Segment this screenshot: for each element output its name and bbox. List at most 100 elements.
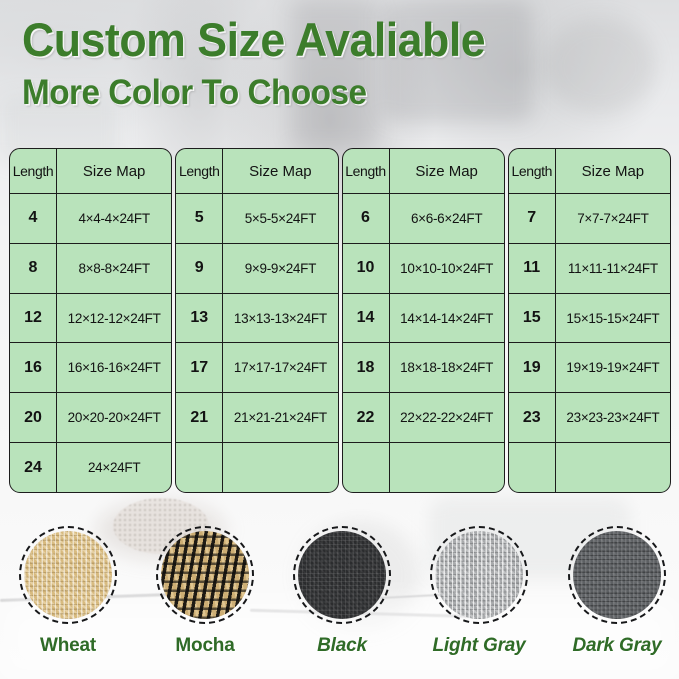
cell-size-map: 17×17-17×24FT (233, 360, 327, 376)
cell-length (176, 443, 224, 492)
background-blur-shape (545, 18, 655, 114)
table-row: 18 18×18-18×24FT (342, 343, 504, 394)
cell-length: 13 (176, 293, 224, 343)
background-perforated-disc (113, 498, 209, 554)
table-header-row: Length Size Map (508, 149, 670, 194)
cell-length: 18 (343, 343, 390, 393)
cell-size-map: 21×21-21×24FT (233, 410, 327, 426)
cell-size-map: 20×20-20×24FT (67, 410, 161, 426)
cell-length: 24 (10, 443, 57, 492)
table-row: 11 11×11-11×24FT (508, 243, 670, 294)
cell-length: 14 (343, 293, 390, 343)
swatch-disc (293, 526, 391, 624)
cell-size-map (556, 443, 670, 492)
dashed-ring-icon (430, 526, 528, 624)
table-header-row: Length Size Map (176, 149, 338, 194)
color-swatch[interactable]: Wheat (0, 520, 136, 657)
cell-size-map: 4×4-4×24FT (78, 210, 150, 226)
swatch-label: Wheat (39, 635, 96, 656)
table-row: 20 20×20-20×24FT (10, 393, 172, 444)
page-subtitle: More Color To Choose (22, 73, 367, 112)
dashed-ring-icon (156, 526, 254, 624)
cell-length: 20 (10, 393, 57, 443)
size-table: Length Size Map 4 4×4-4×24FT 8 8×8-8×24FT 12 12… (9, 148, 173, 493)
swatch-disc (19, 526, 117, 624)
table-row-empty (176, 443, 337, 492)
table-row: 7 7×7-7×24FT (508, 194, 670, 244)
cell-length (509, 443, 556, 492)
background-blur-shape (382, 0, 532, 122)
cell-size-map: 23×23-23×24FT (566, 410, 660, 426)
cell-size-map: 15×15-15×24FT (566, 310, 660, 326)
cell-length: 4 (10, 194, 57, 243)
swatch-label: Light Gray (432, 635, 526, 656)
table-row: 6 6×6-6×24FT (342, 194, 504, 244)
cell-size-map (223, 443, 337, 492)
table-row: 19 19×19-19×24FT (508, 343, 670, 394)
cell-size-map: 13×13-13×24FT (233, 310, 327, 326)
background-blur-shape (292, 0, 378, 148)
dashed-ring-icon (568, 526, 666, 624)
cell-length: 10 (343, 243, 390, 293)
color-swatches: Wheat Mocha Black Light Gray Dark Gray (0, 520, 679, 679)
table-row-empty (343, 443, 504, 492)
color-swatch[interactable]: Mocha (137, 520, 273, 657)
table-row: 23 23×23-23×24FT (508, 393, 670, 444)
color-swatch[interactable]: Black (274, 520, 410, 657)
table-row: 13 13×13-13×24FT (176, 293, 338, 344)
cell-length: 23 (509, 393, 556, 443)
cell-size-map: 22×22-22×24FT (400, 410, 494, 426)
page-title: Custom Size Avaliable (22, 13, 486, 66)
cell-size-map: 24×24FT (87, 460, 141, 476)
table-row: 9 9×9-9×24FT (176, 243, 338, 294)
cell-length: 22 (343, 393, 390, 443)
table-row: 10 10×10-10×24FT (342, 243, 504, 294)
size-table: Length Size Map 5 5×5-5×24FT 9 9×9-9×24FT 13 13… (175, 148, 339, 493)
cell-size-map: 12×12-12×24FT (67, 310, 161, 326)
heading-block: Custom Size Avaliable More Color To Choo… (22, 12, 510, 116)
cell-size-map: 11×11-11×24FT (567, 260, 658, 276)
cell-length: 16 (10, 343, 57, 393)
column-header-length: Length (509, 149, 556, 193)
cell-length: 5 (176, 194, 224, 243)
cell-size-map: 14×14-14×24FT (400, 310, 494, 326)
table-row: 22 22×22-22×24FT (342, 393, 504, 444)
cell-length: 11 (509, 243, 556, 293)
dashed-ring-icon (19, 526, 117, 624)
color-swatch[interactable]: Dark Gray (549, 520, 679, 657)
cell-length: 8 (10, 243, 57, 293)
dashed-ring-icon (293, 526, 391, 624)
table-header-row: Length Size Map (342, 149, 504, 194)
table-row: 21 21×21-21×24FT (176, 393, 338, 444)
cell-size-map: 10×10-10×24FT (400, 260, 494, 276)
table-row: 12 12×12-12×24FT (10, 293, 172, 344)
cell-length: 6 (343, 194, 390, 243)
swatch-disc (430, 526, 528, 624)
size-table: Length Size Map 6 6×6-6×24FT 10 10×10-10×24FT… (341, 148, 505, 493)
column-header-size-map: Size Map (82, 162, 146, 180)
cell-size-map (390, 443, 504, 492)
cell-size-map: 16×16-16×24FT (67, 360, 161, 376)
color-swatch[interactable]: Light Gray (411, 520, 547, 657)
cell-length: 21 (176, 393, 224, 443)
cell-size-map: 6×6-6×24FT (410, 210, 483, 226)
table-row: 5 5×5-5×24FT (176, 194, 338, 244)
table-row: 17 17×17-17×24FT (176, 343, 338, 394)
swatch-label: Dark Gray (572, 635, 662, 656)
column-header-length: Length (176, 149, 224, 193)
cell-length: 17 (176, 343, 224, 393)
column-header-size-map: Size Map (249, 162, 312, 180)
swatch-label: Black (317, 635, 367, 656)
swatch-disc (156, 526, 254, 624)
cell-size-map: 8×8-8×24FT (78, 260, 150, 276)
cell-size-map: 7×7-7×24FT (577, 210, 649, 226)
column-header-size-map: Size Map (415, 162, 478, 180)
cell-length: 19 (509, 343, 556, 393)
cell-length: 15 (509, 293, 556, 343)
cell-size-map: 18×18-18×24FT (400, 360, 494, 376)
swatch-disc (568, 526, 666, 624)
table-row: 14 14×14-14×24FT (342, 293, 504, 344)
table-row: 24 24×24FT (10, 443, 171, 492)
table-row: 8 8×8-8×24FT (10, 243, 172, 294)
